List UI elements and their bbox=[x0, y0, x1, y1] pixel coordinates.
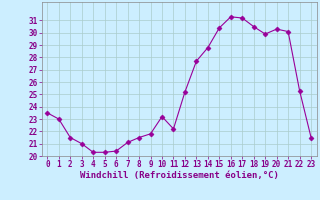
X-axis label: Windchill (Refroidissement éolien,°C): Windchill (Refroidissement éolien,°C) bbox=[80, 171, 279, 180]
